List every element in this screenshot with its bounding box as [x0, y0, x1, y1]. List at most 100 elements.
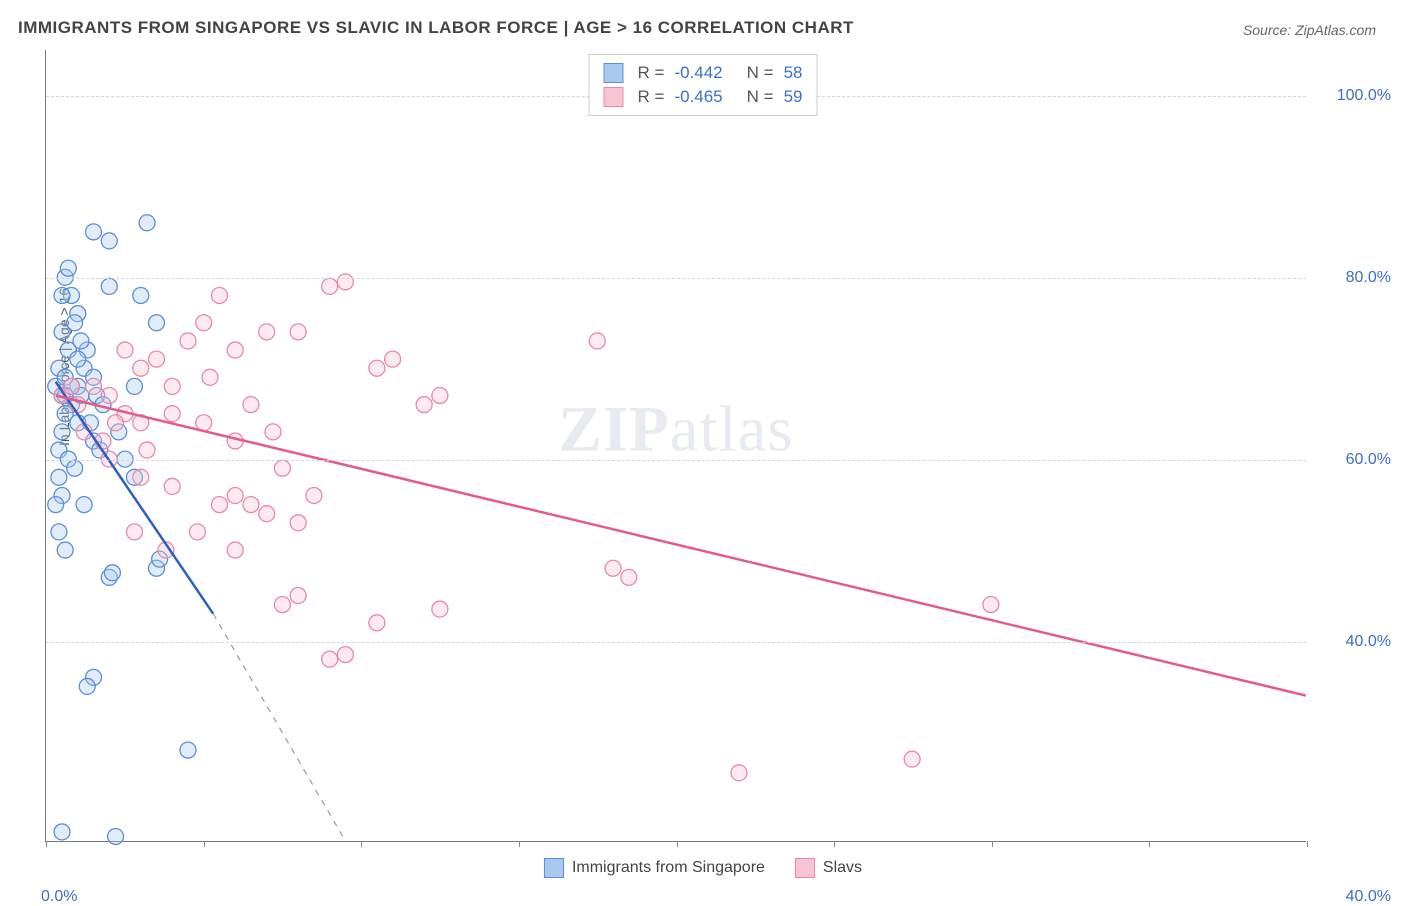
- data-point: [48, 497, 64, 513]
- chart-container: IMMIGRANTS FROM SINGAPORE VS SLAVIC IN L…: [0, 0, 1406, 892]
- data-point: [54, 824, 70, 840]
- data-point: [306, 488, 322, 504]
- legend-swatch-icon: [544, 858, 564, 878]
- data-point: [322, 651, 338, 667]
- data-point: [126, 378, 142, 394]
- data-point: [189, 524, 205, 540]
- data-point: [196, 315, 212, 331]
- data-point: [265, 424, 281, 440]
- data-point: [117, 342, 133, 358]
- data-point: [369, 615, 385, 631]
- data-point: [385, 351, 401, 367]
- data-point: [164, 378, 180, 394]
- legend-n-value: 58: [784, 63, 803, 83]
- y-tick-label: 60.0%: [1346, 451, 1391, 469]
- data-point: [139, 215, 155, 231]
- data-point: [73, 333, 89, 349]
- legend-item-label: Slavs: [823, 859, 862, 877]
- data-point: [108, 828, 124, 844]
- data-point: [589, 333, 605, 349]
- data-point: [104, 565, 120, 581]
- legend-item-label: Immigrants from Singapore: [572, 859, 765, 877]
- data-point: [180, 742, 196, 758]
- chart-title: IMMIGRANTS FROM SINGAPORE VS SLAVIC IN L…: [18, 18, 854, 38]
- data-point: [983, 597, 999, 613]
- legend-n-label: N =: [747, 63, 774, 83]
- data-point: [227, 342, 243, 358]
- legend-swatch-icon: [604, 63, 624, 83]
- data-point: [54, 424, 70, 440]
- data-point: [76, 497, 92, 513]
- data-point: [904, 751, 920, 767]
- legend-row: R = -0.442 N = 58: [604, 61, 803, 85]
- x-tick-mark: [204, 841, 205, 847]
- data-point: [70, 351, 86, 367]
- legend-n-value: 59: [784, 87, 803, 107]
- data-point: [86, 224, 102, 240]
- data-point: [101, 388, 117, 404]
- trend-line-extrapolation: [213, 614, 345, 841]
- data-point: [133, 469, 149, 485]
- correlation-legend: R = -0.442 N = 58 R = -0.465 N = 59: [589, 54, 818, 116]
- x-tick-label: 0.0%: [41, 888, 77, 906]
- data-point: [290, 515, 306, 531]
- data-point: [108, 415, 124, 431]
- data-point: [60, 260, 76, 276]
- data-point: [57, 542, 73, 558]
- legend-r-label: R =: [638, 87, 665, 107]
- data-point: [621, 569, 637, 585]
- x-tick-mark: [1149, 841, 1150, 847]
- legend-r-value: -0.465: [674, 87, 722, 107]
- data-point: [369, 360, 385, 376]
- legend-swatch-icon: [795, 858, 815, 878]
- data-point: [86, 378, 102, 394]
- data-point: [51, 469, 67, 485]
- legend-r-value: -0.442: [674, 63, 722, 83]
- data-point: [322, 278, 338, 294]
- data-point: [149, 315, 165, 331]
- data-point: [227, 488, 243, 504]
- legend-row: R = -0.465 N = 59: [604, 85, 803, 109]
- data-point: [101, 278, 117, 294]
- data-point: [605, 560, 621, 576]
- x-tick-label: 40.0%: [1346, 888, 1391, 906]
- legend-n-label: N =: [747, 87, 774, 107]
- legend-r-label: R =: [638, 63, 665, 83]
- data-point: [337, 274, 353, 290]
- data-point: [180, 333, 196, 349]
- trend-line: [56, 395, 1306, 695]
- data-point: [274, 597, 290, 613]
- data-point: [67, 315, 83, 331]
- data-point: [133, 360, 149, 376]
- data-point: [202, 369, 218, 385]
- x-tick-mark: [46, 841, 47, 847]
- data-point: [211, 287, 227, 303]
- trend-lines-group: [56, 382, 1306, 841]
- x-tick-mark: [1307, 841, 1308, 847]
- data-point: [290, 324, 306, 340]
- x-tick-mark: [677, 841, 678, 847]
- data-point: [243, 497, 259, 513]
- x-tick-mark: [834, 841, 835, 847]
- data-point: [211, 497, 227, 513]
- data-point: [432, 388, 448, 404]
- series-legend: Immigrants from Singapore Slavs: [544, 858, 862, 878]
- legend-item: Immigrants from Singapore: [544, 858, 765, 878]
- data-point: [290, 588, 306, 604]
- data-point: [164, 406, 180, 422]
- data-point: [139, 442, 155, 458]
- legend-item: Slavs: [795, 858, 862, 878]
- legend-swatch-icon: [604, 87, 624, 107]
- chart-svg: [46, 50, 1306, 841]
- data-point: [243, 397, 259, 413]
- data-point: [227, 542, 243, 558]
- y-tick-label: 40.0%: [1346, 633, 1391, 651]
- data-point: [54, 287, 70, 303]
- data-point: [67, 460, 83, 476]
- data-point: [51, 524, 67, 540]
- gridline: [46, 278, 1306, 279]
- data-point: [259, 324, 275, 340]
- data-point: [432, 601, 448, 617]
- data-point: [101, 233, 117, 249]
- scatter-points-group: [48, 215, 999, 845]
